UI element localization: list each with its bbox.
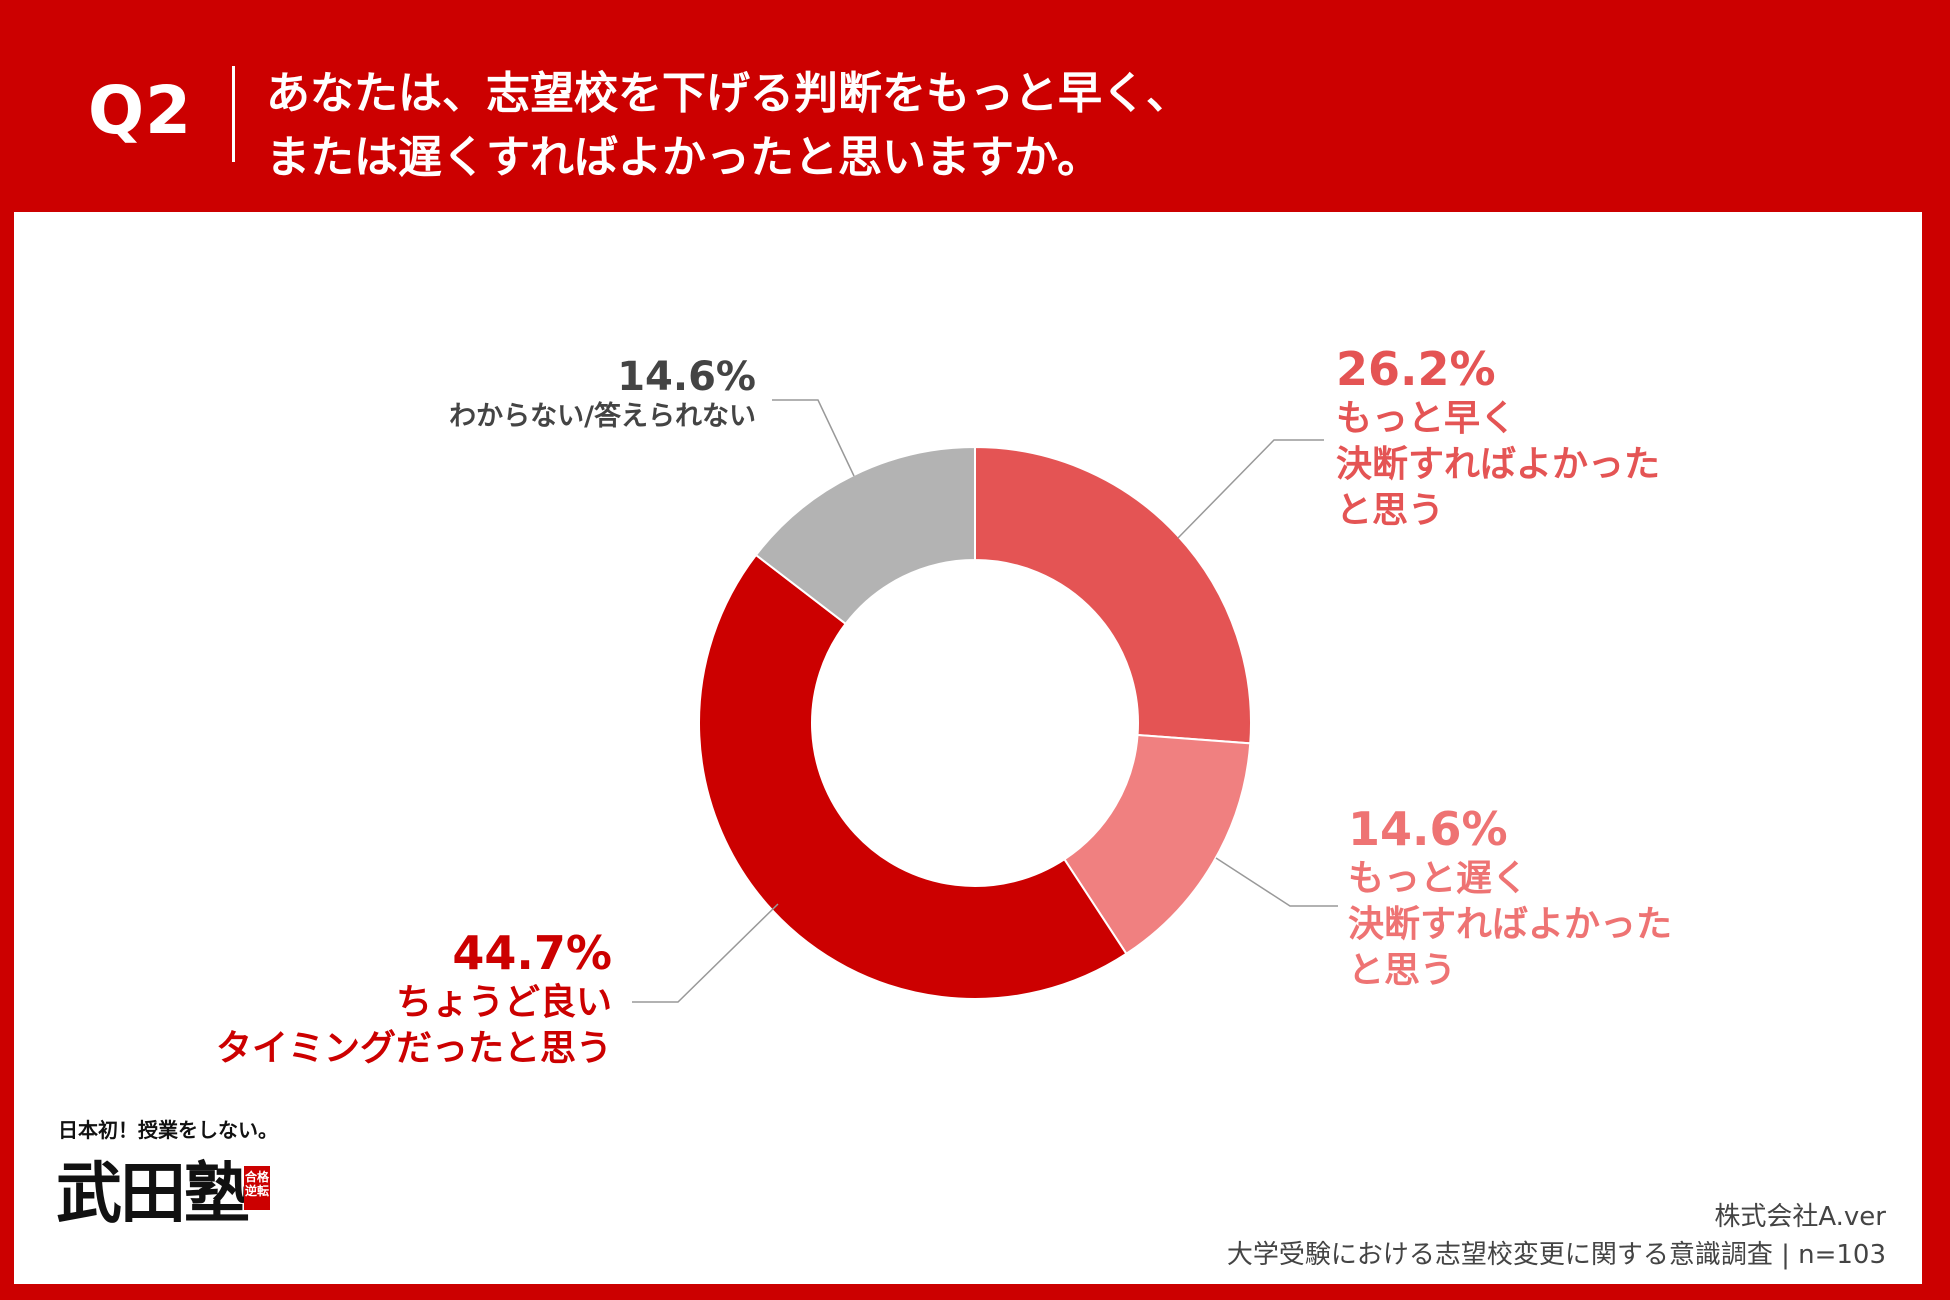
slice-text-right-timing: ちょうど良い タイミングだったと思う	[215, 982, 612, 1069]
question-line-2: または遅くすればよかったと思いますか。	[266, 132, 1102, 183]
leader-line-later	[1215, 857, 1338, 907]
slice-right-timing	[697, 553, 1128, 1000]
slice-text-later: もっと遅く 決断すればよかった と思う	[1348, 858, 1673, 991]
question-text: あなたは、志望校を下げる判断をもっと早く、 または遅くすればよかったと思いますか…	[266, 62, 1190, 190]
question-divider	[232, 66, 235, 162]
slice-pct-right-timing: 44.7%	[452, 926, 612, 980]
slice-label-later: 14.6% もっと遅く 決断すればよかった と思う	[1348, 802, 1672, 994]
source-survey: 大学受験における志望校変更に関する意識調査 | n=103	[1226, 1240, 1886, 1270]
leader-line-right-timing	[632, 903, 779, 1003]
slice-label-earlier: 26.2% もっと早く 決断すればよかった と思う	[1336, 342, 1660, 534]
leader-lines	[632, 399, 1338, 1003]
slice-pct-unknown: 14.6%	[617, 354, 756, 400]
donut-slices	[697, 445, 1252, 1000]
logo-tagline: 日本初！授業をしない。	[58, 1118, 278, 1142]
leader-line-unknown	[772, 399, 855, 477]
slice-text-earlier: もっと早く 決断すればよかった と思う	[1336, 398, 1661, 531]
source-company: 株式会社A.ver	[1714, 1202, 1886, 1232]
slice-earlier	[974, 445, 1252, 745]
header: Q2 あなたは、志望校を下げる判断をもっと早く、 または遅くすればよかったと思い…	[0, 0, 1950, 210]
chart-panel	[14, 212, 1922, 1284]
question-line-1: あなたは、志望校を下げる判断をもっと早く、	[266, 68, 1190, 119]
slice-pct-earlier: 26.2%	[1336, 342, 1496, 396]
logo-seal: 合格逆転	[244, 1166, 270, 1210]
question-number: Q2	[88, 72, 193, 149]
slice-unknown	[754, 445, 976, 626]
leader-line-earlier	[1177, 439, 1324, 539]
slice-text-unknown: わからない/答えられない	[449, 401, 756, 432]
slice-label-right-timing: 44.7% ちょうど良い タイミングだったと思う	[216, 926, 612, 1072]
slice-label-unknown: 14.6% わからない/答えられない	[449, 354, 756, 434]
slice-pct-later: 14.6%	[1348, 802, 1508, 856]
logo-name: 武田塾	[56, 1154, 250, 1232]
